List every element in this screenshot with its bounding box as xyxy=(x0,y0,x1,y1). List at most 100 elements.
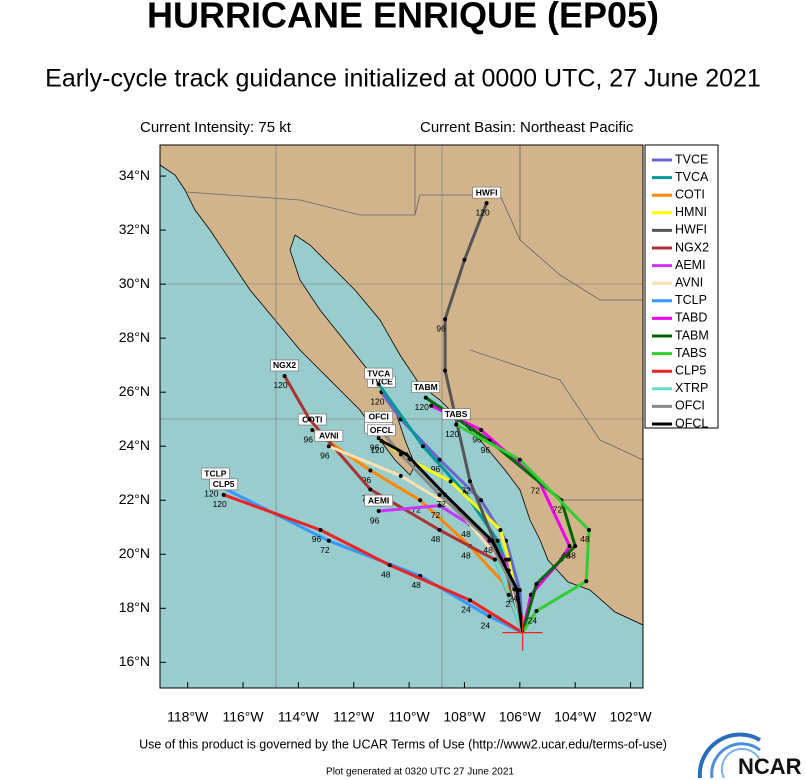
hour-label: 48 xyxy=(566,550,576,560)
track-tag-box xyxy=(364,494,393,507)
legend-label: TVCE xyxy=(675,152,708,166)
track-point xyxy=(318,527,323,532)
map-frame xyxy=(159,144,644,689)
basin: Current Basin: Northeast Pacific xyxy=(420,119,634,136)
track-point xyxy=(420,444,425,449)
track-line xyxy=(455,423,591,634)
legend-label: TABM xyxy=(675,328,709,342)
track-tag-box xyxy=(367,424,396,437)
legend-label: OFCL xyxy=(675,416,708,430)
track-tag: AVNI xyxy=(319,430,339,440)
hour-label: 120 xyxy=(445,429,459,439)
y-tick-label: 20°N xyxy=(119,545,150,561)
track-tag: OFCI xyxy=(369,412,389,422)
hour-label: 24 xyxy=(481,621,491,631)
track-point xyxy=(379,438,384,443)
x-tick-label: 116°W xyxy=(222,709,264,725)
track-point xyxy=(534,609,539,614)
hour-label: 96 xyxy=(370,515,380,525)
track-point xyxy=(326,444,331,449)
hour-label: 48 xyxy=(461,550,471,560)
legend xyxy=(644,144,719,429)
hour-label: 24 xyxy=(528,615,538,625)
legend-label: CLP5 xyxy=(675,363,706,377)
track-tag: TABM xyxy=(414,382,438,392)
hour-label: 120 xyxy=(204,488,218,498)
track-point xyxy=(468,598,473,603)
legend-label: COTI xyxy=(675,187,705,201)
y-tick-label: 30°N xyxy=(119,275,150,291)
track-point xyxy=(429,403,434,408)
track-tag-box xyxy=(441,408,471,420)
x-tick-label: 104°W xyxy=(554,709,597,725)
track-tag-box xyxy=(364,411,393,423)
track-point xyxy=(437,457,442,462)
track-point xyxy=(404,452,409,457)
track-point xyxy=(492,557,497,562)
track-point xyxy=(498,527,503,532)
track-point xyxy=(443,368,448,373)
track-point xyxy=(573,544,578,549)
track-point xyxy=(515,587,520,592)
hour-label: 120 xyxy=(273,380,287,390)
legend-label: AVNI xyxy=(675,275,703,289)
track-tag-box xyxy=(364,367,393,380)
hour-label: 96 xyxy=(362,475,372,485)
track-tag: TVCE xyxy=(370,376,393,386)
hour-label: 96 xyxy=(320,450,330,460)
x-tick-label: 102°W xyxy=(609,709,652,725)
hour-label: 48 xyxy=(411,580,421,590)
track-point xyxy=(423,395,428,400)
hour-label: 48 xyxy=(431,534,441,544)
x-tick-label: 110°W xyxy=(389,709,431,725)
hour-label: 48 xyxy=(461,529,471,539)
track-tag: OFCL xyxy=(370,425,393,435)
x-tick-label: 114°W xyxy=(278,709,320,725)
track-tag-box xyxy=(270,359,299,372)
track-point xyxy=(221,492,226,497)
legend-label: TVCA xyxy=(675,170,709,184)
hour-label: 48 xyxy=(580,534,590,544)
subtitle: Early-cycle track guidance initialized a… xyxy=(45,65,761,93)
track-point xyxy=(479,428,484,433)
track-tag: NGX2 xyxy=(273,360,296,370)
logo-text: NCAR xyxy=(738,754,802,779)
hour-label: 24 xyxy=(461,604,471,614)
hour-label: 24 xyxy=(508,594,518,604)
track-line xyxy=(424,396,577,634)
track-point xyxy=(584,579,589,584)
hour-label: 96 xyxy=(472,434,482,444)
track-point xyxy=(376,436,381,441)
hour-label: 72 xyxy=(320,545,330,555)
y-tick-label: 18°N xyxy=(119,599,150,615)
track-tag: TABS xyxy=(445,409,468,419)
legend-label: XTRP xyxy=(675,381,708,395)
legend-label: HMNI xyxy=(675,205,707,219)
y-tick-label: 22°N xyxy=(119,491,150,507)
track-point xyxy=(443,492,448,497)
track-point xyxy=(443,317,448,322)
x-tick-label: 108°W xyxy=(443,709,486,725)
legend-entries: TVCE TVCA COTI HMNI HWFI NGX2 AEMI AVNI TCLP TABD… xyxy=(652,152,709,430)
hour-label: 96 xyxy=(481,445,491,455)
legend-label: TABD xyxy=(675,311,707,325)
track-point xyxy=(484,201,489,206)
intensity: Current Intensity: 75 kt xyxy=(140,119,292,136)
hour-label: 96 xyxy=(370,442,380,452)
x-tick-label: 118°W xyxy=(167,709,209,725)
track-tag-box xyxy=(297,413,327,426)
hour-label: 96 xyxy=(436,323,446,333)
hour-label: 96 xyxy=(431,464,441,474)
hour-label: 120 xyxy=(476,207,490,217)
title: HURRICANE ENRIQUE (EP05) xyxy=(147,0,659,36)
track-point xyxy=(462,257,467,262)
track-point xyxy=(368,468,373,473)
hour-label: 72 xyxy=(411,504,421,514)
map-area: 96120TVCETVCA2448729696COTI96HMNI7296120… xyxy=(160,145,643,688)
hour-label: 72 xyxy=(461,486,471,496)
land xyxy=(160,145,643,626)
hour-label: 48 xyxy=(381,569,391,579)
track-point xyxy=(368,487,373,492)
